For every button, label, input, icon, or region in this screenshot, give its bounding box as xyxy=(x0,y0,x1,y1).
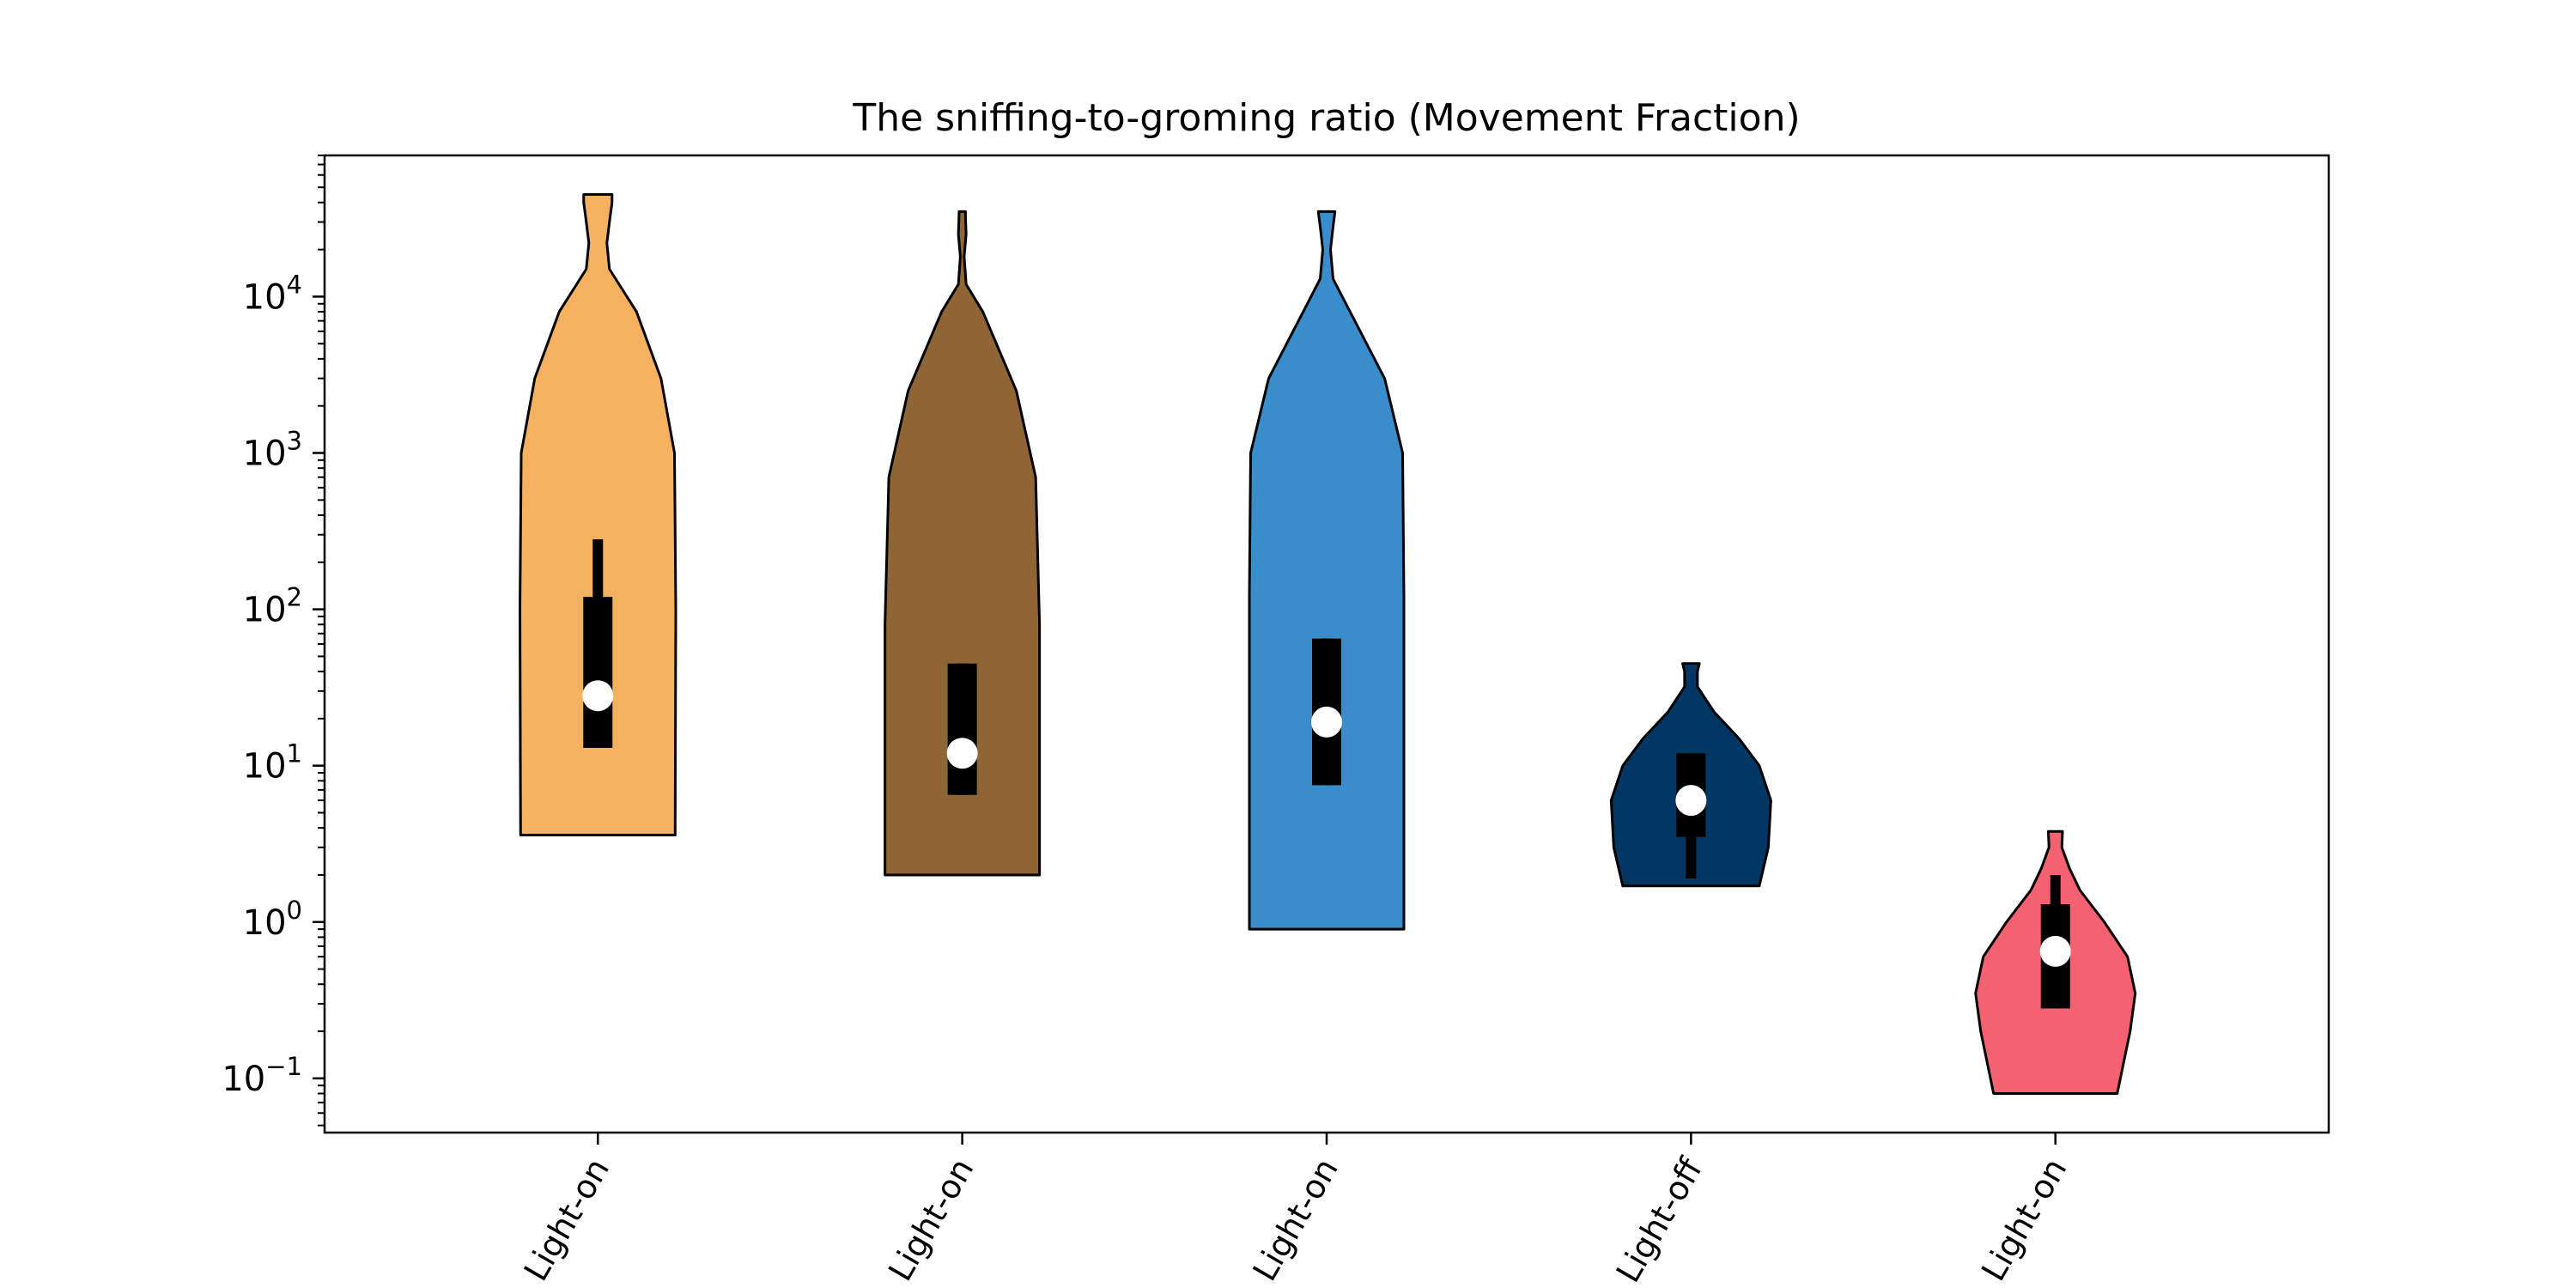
median-dot-3 xyxy=(1311,706,1342,738)
x-tick-label-1: Light-on xyxy=(517,1152,617,1288)
iqr-box-2 xyxy=(947,663,977,795)
y-tick-label: 102 xyxy=(243,583,302,630)
y-tick-label: 10−1 xyxy=(222,1052,302,1099)
violin-body-2 xyxy=(884,210,1042,877)
x-tick-label-2: Light-on xyxy=(881,1152,981,1288)
median-dot-4 xyxy=(1675,785,1707,817)
y-tick-label: 101 xyxy=(243,739,302,787)
violin-body-1 xyxy=(519,192,677,836)
boxes-layer xyxy=(582,539,2071,1009)
y-tick-label: 100 xyxy=(243,896,302,943)
chart-title: The sniffing-to-groming ratio (Movement … xyxy=(852,96,1800,140)
x-tick-label-5: Light-on xyxy=(1974,1152,2074,1288)
y-axis: 10−1 100 101 102 103 104 xyxy=(222,155,325,1127)
x-axis: Light-on Light-on Light-on Light-off Light-o… xyxy=(517,1133,2075,1288)
median-dot-2 xyxy=(946,738,978,769)
x-tick-label-3: Light-on xyxy=(1245,1152,1345,1288)
iqr-box-1 xyxy=(583,597,613,748)
y-tick-label: 104 xyxy=(243,270,302,317)
x-tick-label-4: Light-off xyxy=(1609,1151,1710,1288)
median-dot-1 xyxy=(582,680,614,712)
median-dot-5 xyxy=(2039,935,2071,967)
y-tick-label: 103 xyxy=(243,427,302,474)
violin-body-3 xyxy=(1248,210,1406,931)
